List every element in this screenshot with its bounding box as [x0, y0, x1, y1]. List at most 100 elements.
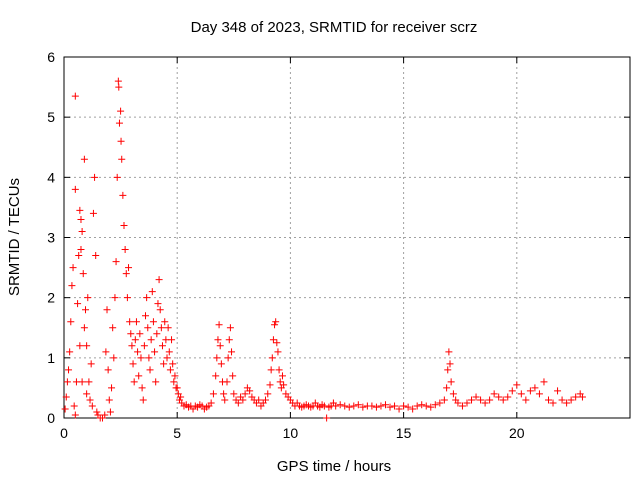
data-point [522, 396, 530, 404]
data-point [554, 387, 562, 395]
data-point [171, 372, 179, 380]
data-point [336, 401, 344, 409]
data-point [87, 360, 95, 368]
data-point [517, 390, 525, 398]
data-point [77, 246, 85, 254]
data-point [354, 401, 362, 409]
y-axis-label: SRMTID / TECUs [6, 178, 23, 296]
data-point [447, 378, 455, 386]
data-point [449, 390, 457, 398]
data-point [499, 396, 507, 404]
data-point [112, 258, 120, 266]
data-point [149, 318, 157, 326]
data-point [241, 390, 249, 398]
data-point [115, 119, 123, 127]
data-point [264, 390, 272, 398]
data-point [513, 381, 521, 389]
data-point [422, 402, 430, 410]
data-point [69, 264, 77, 272]
data-point [486, 396, 494, 404]
data-point [239, 396, 247, 404]
data-point [111, 294, 119, 302]
x-tick-label: 20 [509, 425, 525, 441]
data-point [572, 393, 580, 401]
data-points [61, 77, 586, 422]
data-point [113, 173, 121, 181]
data-point [213, 354, 221, 362]
data-point [84, 294, 92, 302]
data-point [345, 403, 353, 411]
data-point [89, 209, 97, 217]
data-point [164, 324, 172, 332]
data-point [381, 401, 389, 409]
data-point [404, 403, 412, 411]
data-point [409, 405, 417, 413]
y-tick-label: 0 [47, 410, 55, 426]
data-point [268, 354, 276, 362]
data-point [273, 339, 281, 347]
data-point [166, 366, 174, 374]
data-point [444, 366, 452, 374]
data-point [278, 372, 286, 380]
data-point [395, 405, 403, 413]
data-point [151, 348, 159, 356]
data-point [154, 300, 162, 308]
data-point [158, 342, 166, 350]
data-point [275, 366, 283, 374]
data-point [540, 378, 548, 386]
data-point [454, 399, 462, 407]
data-point [431, 401, 439, 409]
data-point [148, 288, 156, 296]
data-point [255, 396, 263, 404]
data-point [567, 396, 575, 404]
data-point [266, 381, 274, 389]
data-point [446, 360, 454, 368]
grid [64, 57, 630, 418]
data-point [535, 390, 543, 398]
data-point [220, 390, 228, 398]
data-point [504, 393, 512, 401]
data-point [544, 396, 552, 404]
data-point [173, 384, 181, 392]
data-point [83, 390, 91, 398]
data-point [125, 264, 133, 272]
data-point [144, 324, 152, 332]
x-tick-label: 5 [173, 425, 181, 441]
data-point [128, 342, 136, 350]
data-point [85, 378, 93, 386]
data-point [169, 360, 177, 368]
data-point [68, 282, 76, 290]
data-point [103, 306, 111, 314]
data-point [443, 384, 451, 392]
data-point [234, 399, 242, 407]
data-point [140, 342, 148, 350]
y-tick-label: 3 [47, 230, 55, 246]
data-point [427, 403, 435, 411]
data-point [377, 402, 385, 410]
data-point [65, 366, 73, 374]
data-point [230, 390, 238, 398]
data-point [160, 360, 168, 368]
data-point [463, 399, 471, 407]
data-point [563, 399, 571, 407]
data-point [207, 399, 215, 407]
data-point [177, 393, 185, 401]
data-point [76, 342, 84, 350]
data-point [418, 401, 426, 409]
data-point [121, 246, 129, 254]
data-point [145, 354, 153, 362]
data-point [110, 354, 118, 362]
data-point [79, 270, 87, 278]
x-axis-label: GPS time / hours [277, 458, 391, 475]
data-point [372, 403, 380, 411]
data-point [137, 354, 145, 362]
data-point [67, 318, 75, 326]
data-point [71, 92, 79, 100]
data-point [216, 342, 224, 350]
data-point [165, 348, 173, 356]
data-point [120, 221, 128, 229]
data-point [477, 396, 485, 404]
x-tick-label: 15 [396, 425, 412, 441]
data-point [152, 378, 160, 386]
